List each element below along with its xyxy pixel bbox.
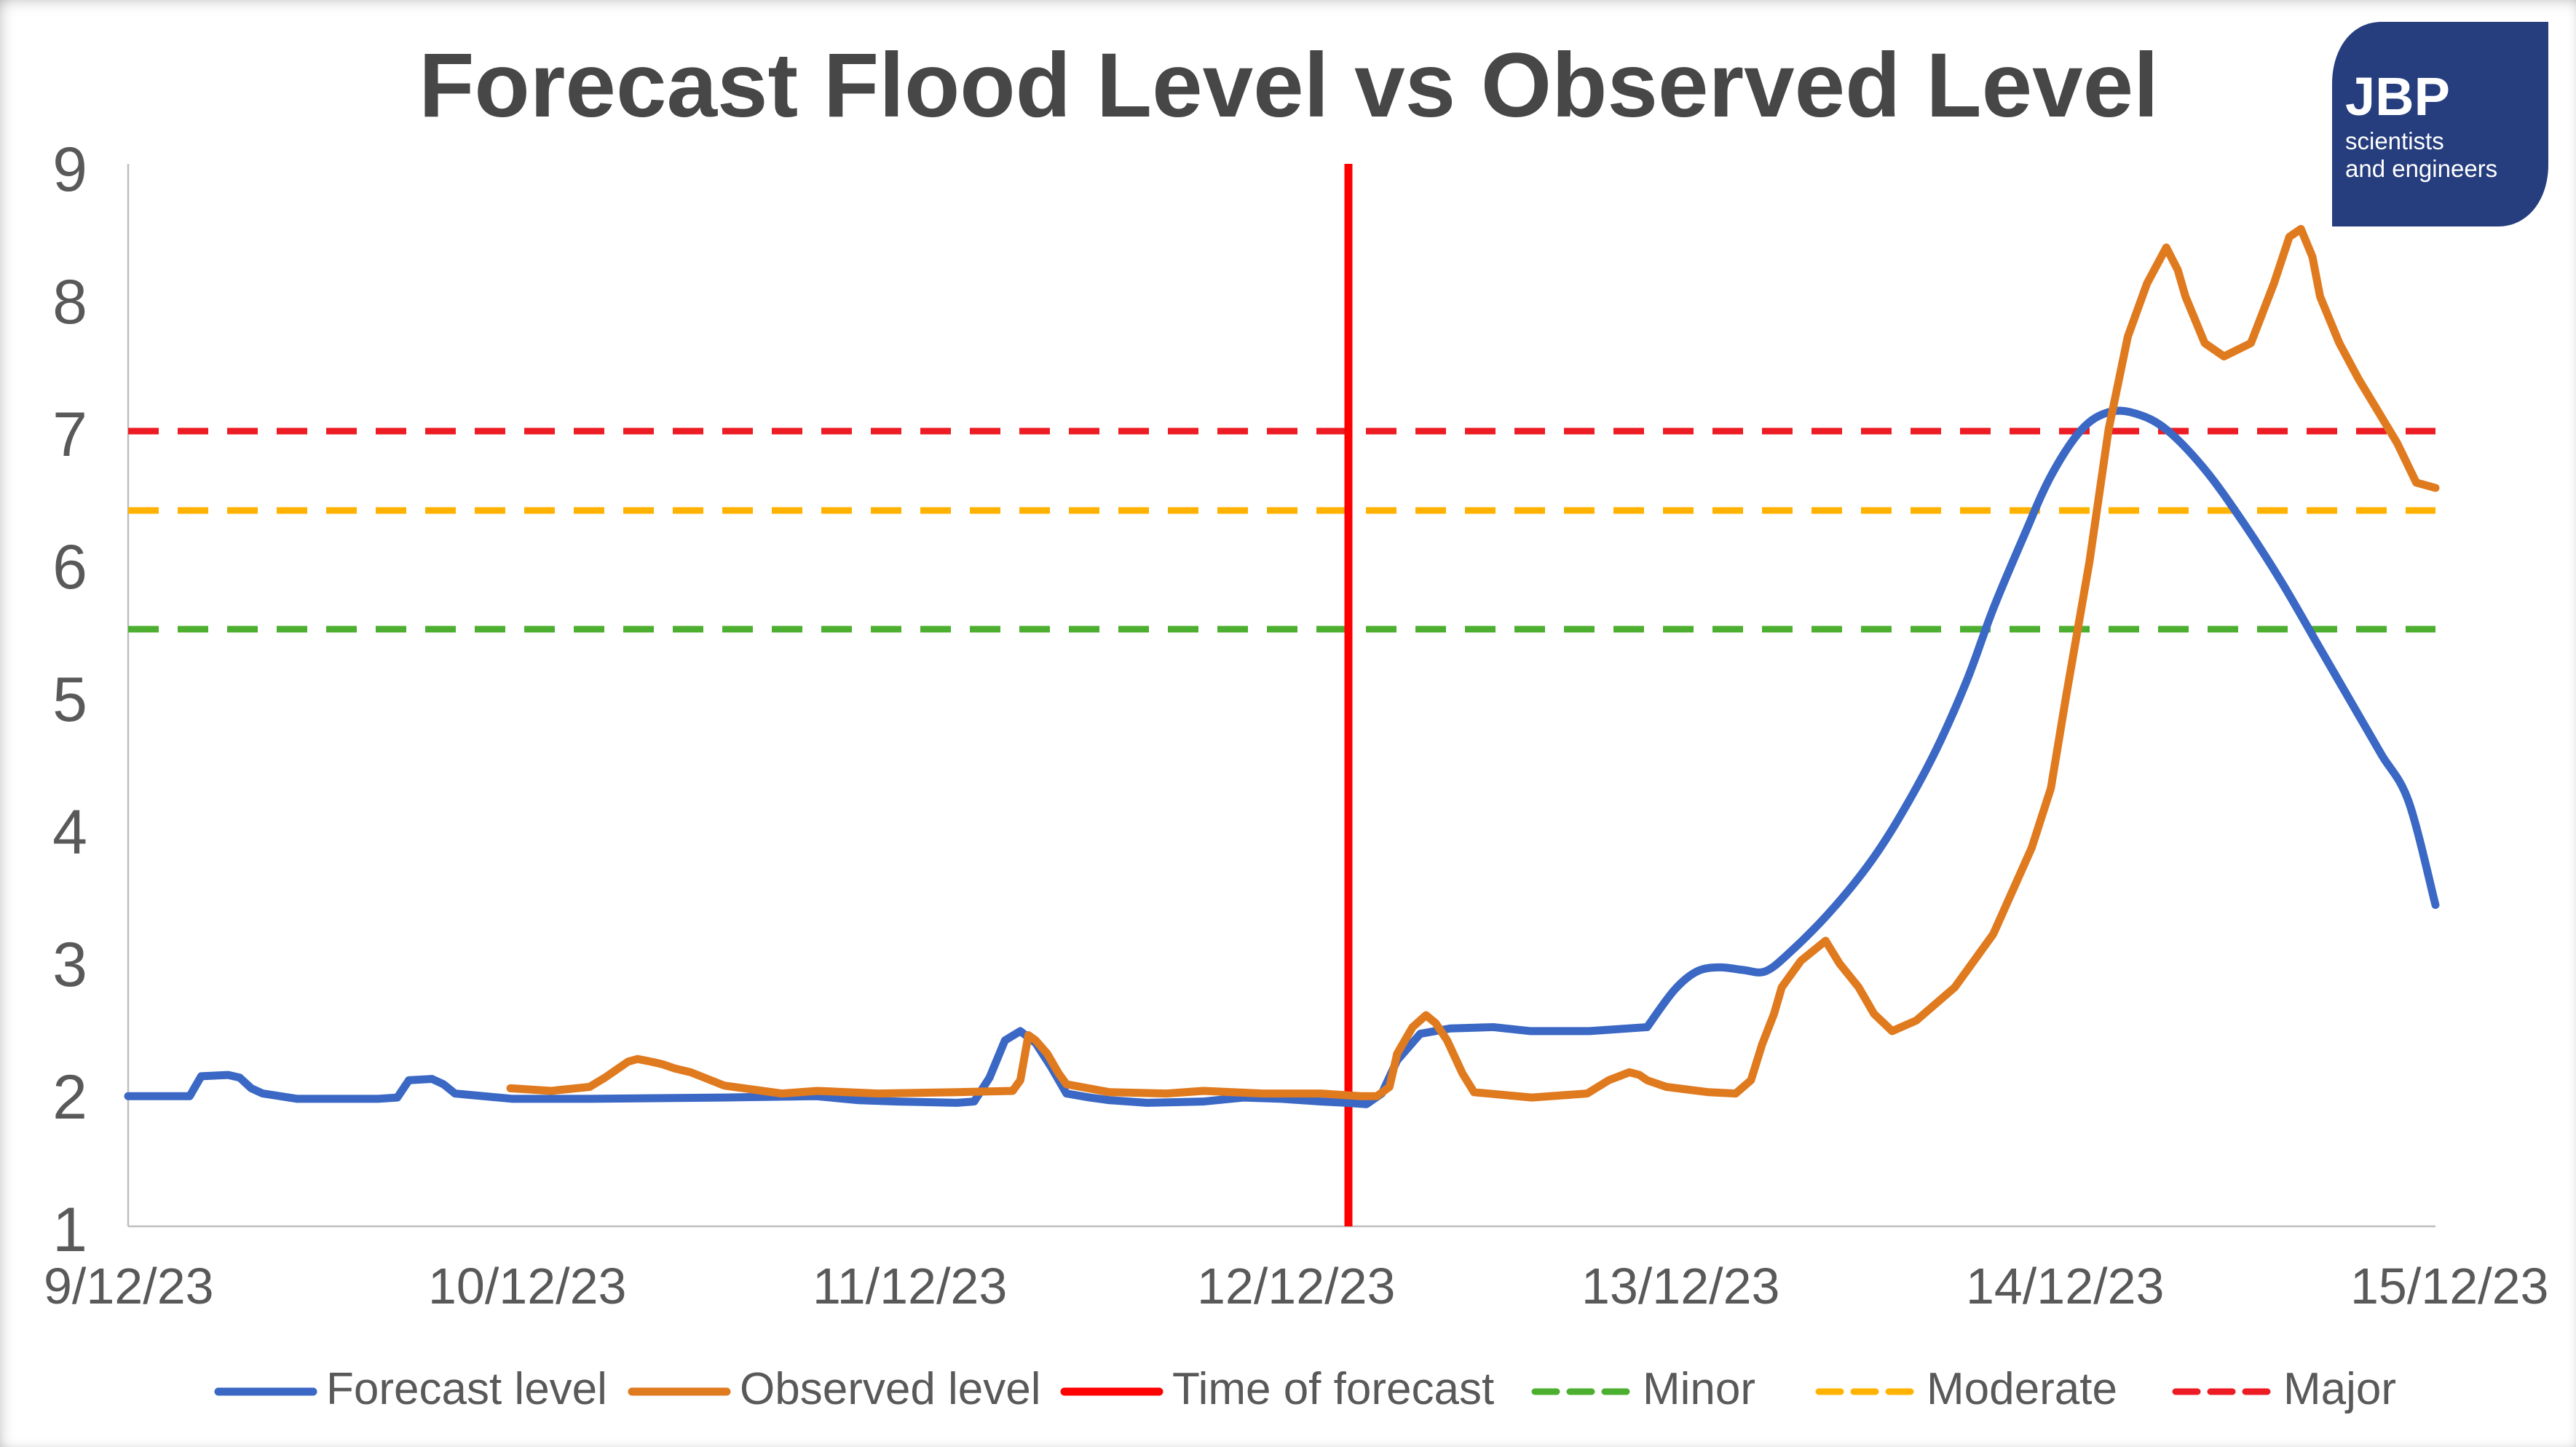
svg-text:Forecast level: Forecast level [326,1364,607,1414]
svg-text:2: 2 [52,1062,87,1132]
svg-text:15/12/23: 15/12/23 [2350,1258,2548,1314]
svg-text:Observed level: Observed level [740,1364,1041,1414]
svg-text:9/12/23: 9/12/23 [44,1258,214,1314]
svg-text:12/12/23: 12/12/23 [1197,1258,1395,1314]
svg-text:7: 7 [52,400,87,470]
svg-text:4: 4 [52,797,87,867]
svg-text:14/12/23: 14/12/23 [1966,1258,2164,1314]
svg-text:9: 9 [52,135,87,205]
svg-text:Major: Major [2283,1364,2396,1414]
svg-text:Moderate: Moderate [1927,1364,2117,1414]
svg-text:6: 6 [52,532,87,602]
svg-text:10/12/23: 10/12/23 [428,1258,626,1314]
svg-text:1: 1 [52,1195,87,1265]
svg-text:8: 8 [52,267,87,337]
svg-text:5: 5 [52,665,87,735]
svg-text:11/12/23: 11/12/23 [813,1258,1007,1314]
svg-text:Minor: Minor [1643,1364,1755,1414]
svg-text:13/12/23: 13/12/23 [1581,1258,1779,1314]
svg-text:3: 3 [52,930,87,1000]
svg-text:Time of forecast: Time of forecast [1172,1364,1494,1414]
